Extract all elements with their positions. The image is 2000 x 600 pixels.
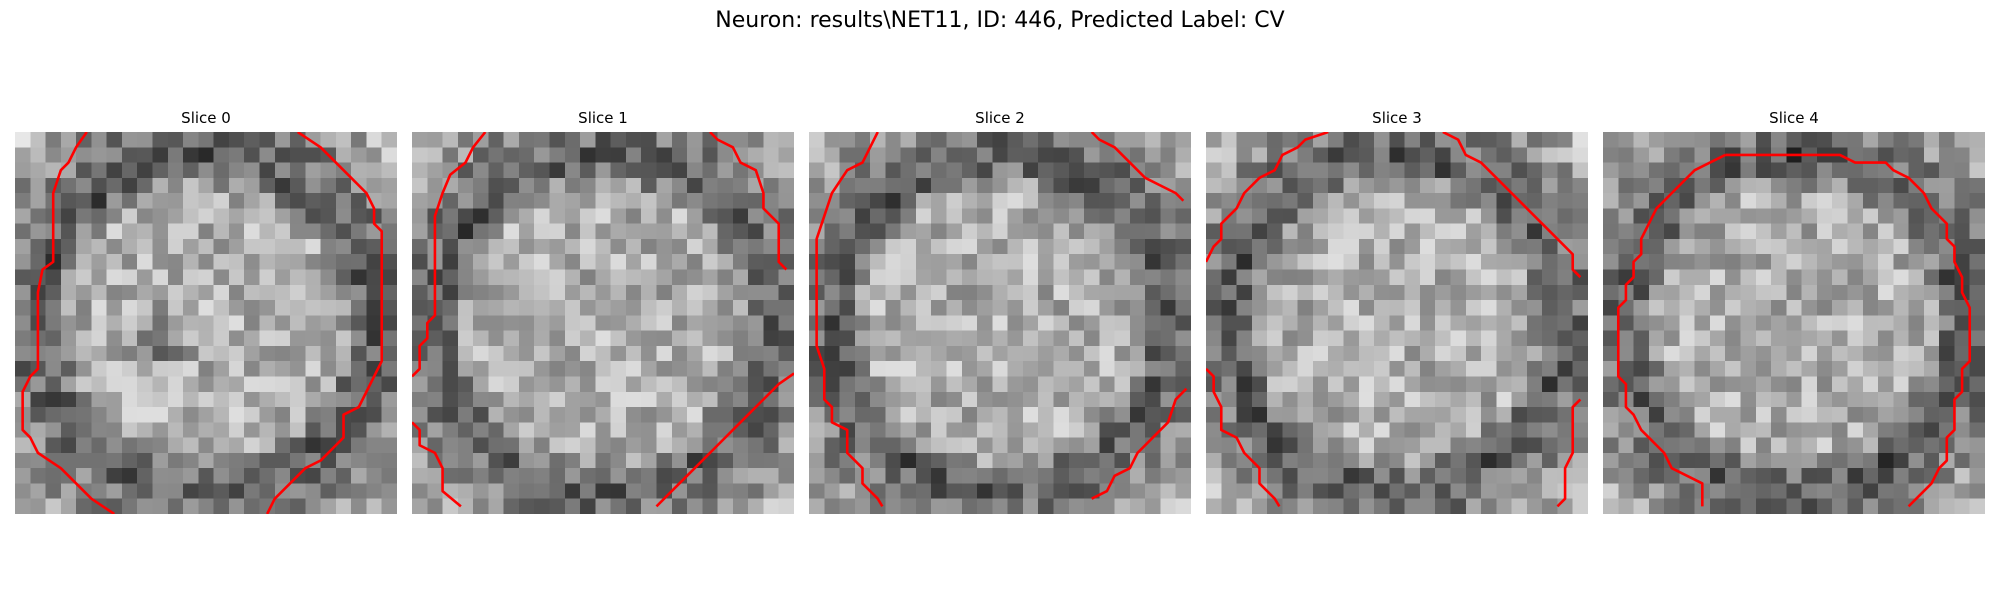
contour-line-2 bbox=[1442, 132, 1582, 279]
slice-image bbox=[1603, 132, 1985, 514]
figure-title: Neuron: results\NET11, ID: 446, Predicte… bbox=[715, 8, 1285, 33]
contour-line-2 bbox=[1091, 387, 1188, 500]
contour-overlay bbox=[1616, 153, 1972, 508]
slice-panel-1: Slice 1 bbox=[412, 107, 794, 514]
contour-line-1 bbox=[412, 421, 462, 508]
contour-line-0 bbox=[412, 132, 487, 378]
contour-line-2 bbox=[709, 132, 788, 271]
contour-line-1 bbox=[265, 132, 384, 514]
slice-panel-3: Slice 3 bbox=[1206, 107, 1588, 514]
contour-line-0 bbox=[815, 132, 884, 508]
contour-line-1 bbox=[1206, 367, 1281, 508]
slice-title: Slice 4 bbox=[1769, 109, 1819, 127]
slice-panel-0: Slice 0 bbox=[15, 107, 397, 514]
contour-overlay bbox=[1206, 132, 1582, 508]
slice-image bbox=[15, 132, 397, 514]
contour-line-1 bbox=[1725, 153, 1972, 508]
slice-title: Slice 2 bbox=[975, 109, 1025, 127]
contour-line-3 bbox=[655, 372, 794, 508]
slice-title: Slice 0 bbox=[181, 109, 231, 127]
slice-title: Slice 3 bbox=[1372, 109, 1422, 127]
slice-image bbox=[1206, 132, 1588, 514]
contour-line-0 bbox=[1206, 132, 1329, 263]
slice-panel-4: Slice 4 bbox=[1603, 107, 1985, 514]
contour-line-0 bbox=[1616, 153, 1726, 507]
slice-image bbox=[809, 132, 1191, 514]
slice-panel-2: Slice 2 bbox=[809, 107, 1191, 514]
slice-image bbox=[412, 132, 794, 514]
grayscale-pixels bbox=[1603, 132, 1985, 514]
contour-line-1 bbox=[1090, 132, 1185, 202]
contour-overlay bbox=[815, 132, 1188, 508]
slice-title: Slice 1 bbox=[578, 109, 628, 127]
grayscale-pixels bbox=[1206, 132, 1588, 514]
grayscale-pixels bbox=[412, 132, 794, 514]
contour-overlay bbox=[21, 132, 384, 514]
contour-line-0 bbox=[21, 132, 116, 514]
grayscale-pixels bbox=[809, 132, 1191, 514]
contour-line-3 bbox=[1556, 398, 1582, 508]
grayscale-pixels bbox=[15, 132, 397, 514]
contour-overlay bbox=[412, 132, 794, 508]
